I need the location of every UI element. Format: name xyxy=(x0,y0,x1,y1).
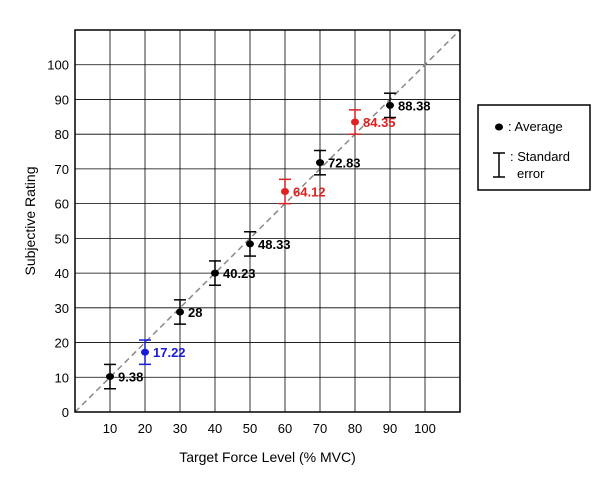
y-tick-label: 60 xyxy=(55,197,69,212)
legend-average-marker xyxy=(495,123,503,131)
y-tick-labels: 0 10 20 30 40 50 60 70 80 90 100 xyxy=(47,58,69,420)
legend-average-label: : Average xyxy=(508,119,563,134)
legend-standard-error-label-line2: error xyxy=(517,166,545,181)
x-tick-label: 100 xyxy=(414,421,436,436)
data-point xyxy=(281,187,289,195)
x-tick-label: 20 xyxy=(138,421,152,436)
data-point xyxy=(351,118,359,126)
y-tick-label: 10 xyxy=(55,370,69,385)
data-point xyxy=(246,240,254,248)
x-tick-label: 70 xyxy=(313,421,327,436)
legend-error-bar-icon xyxy=(493,152,505,178)
grid xyxy=(75,30,460,412)
y-axis-title: Subjective Rating xyxy=(22,167,38,276)
data-point xyxy=(386,101,394,109)
y-tick-label: 100 xyxy=(47,58,69,73)
x-tick-label: 90 xyxy=(383,421,397,436)
y-tick-label: 20 xyxy=(55,336,69,351)
y-tick-label: 90 xyxy=(55,92,69,107)
y-tick-label: 0 xyxy=(62,405,69,420)
reference-line xyxy=(74,29,461,413)
x-tick-label: 30 xyxy=(173,421,187,436)
x-tick-label: 80 xyxy=(348,421,362,436)
data-label: 64.12 xyxy=(293,184,326,199)
legend-box xyxy=(477,104,591,191)
data-label: 48.33 xyxy=(258,237,291,252)
data-point xyxy=(316,159,324,167)
data-label: 9.38 xyxy=(118,370,143,385)
y-tick-label: 50 xyxy=(55,231,69,246)
x-tick-labels: 10 20 30 40 50 60 70 80 90 100 xyxy=(103,421,436,436)
data-label: 28 xyxy=(188,305,202,320)
legend-standard-error-label-line1: : Standard xyxy=(510,149,570,164)
x-tick-label: 10 xyxy=(103,421,117,436)
x-tick-label: 50 xyxy=(243,421,257,436)
y-tick-label: 70 xyxy=(55,162,69,177)
y-tick-label: 80 xyxy=(55,127,69,142)
plot-frame xyxy=(74,29,461,413)
data-label: 17.22 xyxy=(153,345,186,360)
data-point xyxy=(211,269,219,277)
data-label: 88.38 xyxy=(398,98,431,113)
x-axis-title: Target Force Level (% MVC) xyxy=(179,449,356,465)
data-label: 84.35 xyxy=(363,115,396,130)
y-tick-label: 30 xyxy=(55,301,69,316)
y-tick-label: 40 xyxy=(55,266,69,281)
data-label: 72.83 xyxy=(328,156,361,171)
x-tick-label: 40 xyxy=(208,421,222,436)
legend: : Average : Standard error xyxy=(477,104,591,191)
data-label: 40.23 xyxy=(223,266,256,281)
data-point xyxy=(106,373,114,381)
data-point xyxy=(141,348,149,356)
x-tick-label: 60 xyxy=(278,421,292,436)
data-point xyxy=(176,308,184,316)
